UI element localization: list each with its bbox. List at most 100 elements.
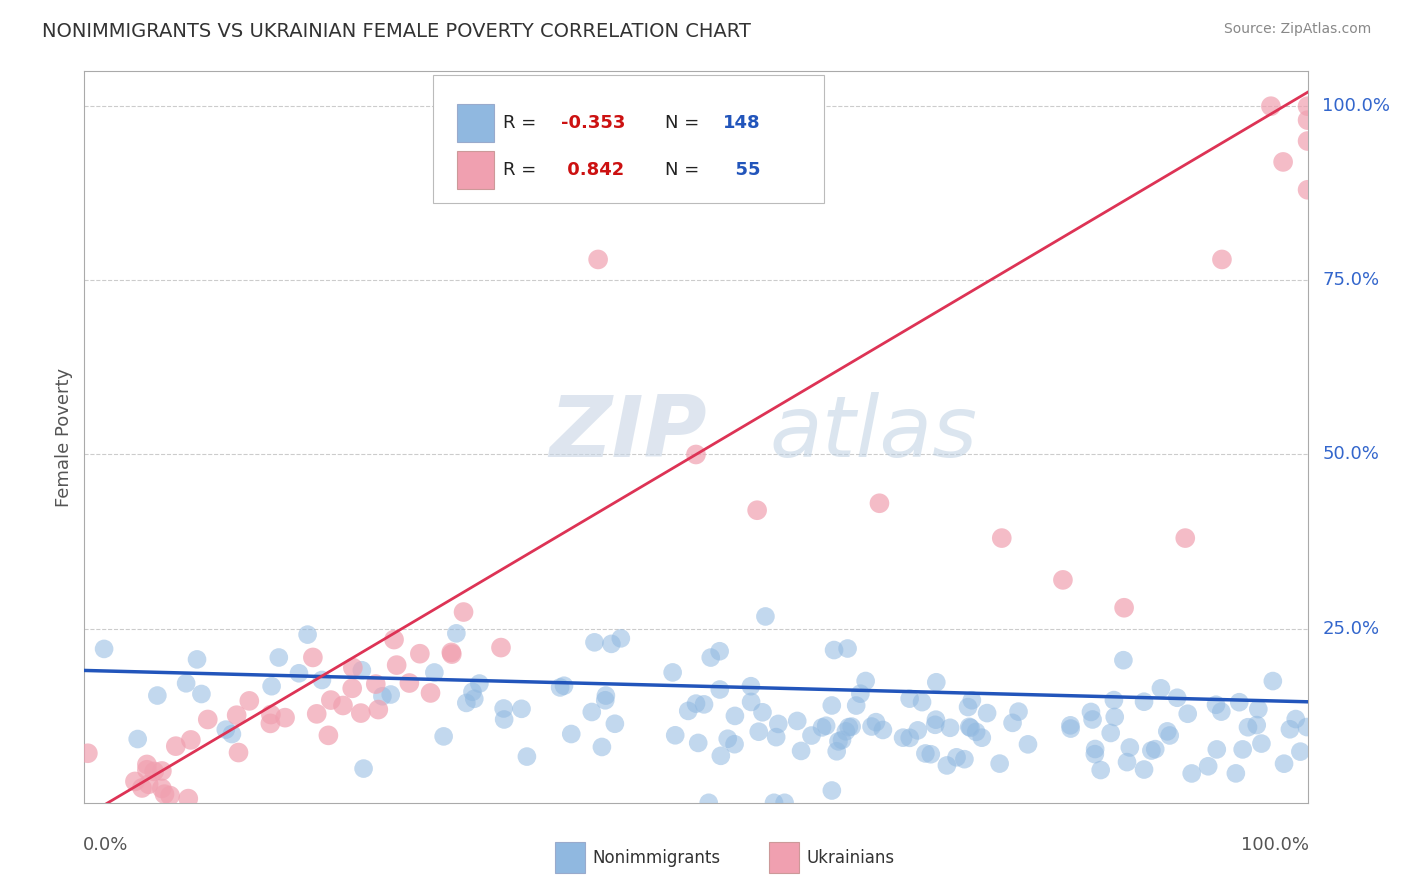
Point (724, 709, 747, 723)
Point (697, 796, 720, 810)
Point (869, 496, 891, 510)
Point (855, 673, 877, 688)
Point (165, 739, 187, 754)
Text: ZIP: ZIP (550, 392, 707, 475)
Point (510, 702, 533, 716)
Point (595, 689, 617, 703)
Point (763, 796, 786, 810)
Point (461, 685, 484, 699)
Text: NONIMMIGRANTS VS UKRAINIAN FEMALE POVERTY CORRELATION CHART: NONIMMIGRANTS VS UKRAINIAN FEMALE POVERT… (42, 22, 751, 41)
Point (1159, 729, 1181, 743)
Point (907, 723, 929, 738)
Point (815, 719, 838, 733)
Point (754, 609, 776, 624)
Point (548, 681, 571, 695)
Point (398, 676, 420, 690)
Bar (769, 842, 799, 873)
Point (560, 727, 582, 741)
Text: R =: R = (503, 161, 541, 179)
Point (765, 730, 787, 744)
Text: R =: R = (503, 113, 541, 131)
Point (1296, 99, 1319, 113)
Text: 148: 148 (723, 113, 761, 131)
Point (350, 663, 373, 677)
Point (838, 720, 860, 734)
Text: Source: ZipAtlas.com: Source: ZipAtlas.com (1223, 22, 1371, 37)
Text: 0.842: 0.842 (561, 161, 624, 179)
Point (1156, 724, 1178, 739)
Point (976, 706, 998, 720)
Point (717, 731, 740, 746)
Point (1225, 766, 1247, 780)
Point (925, 675, 948, 690)
Point (1177, 706, 1199, 721)
Point (790, 744, 813, 758)
Point (159, 789, 181, 803)
Text: Ukrainians: Ukrainians (806, 848, 894, 867)
Bar (555, 842, 585, 873)
Point (891, 731, 914, 745)
Point (661, 665, 683, 680)
Point (238, 694, 260, 708)
Point (1166, 690, 1188, 705)
Point (364, 677, 387, 691)
Point (920, 747, 942, 762)
Point (1197, 759, 1219, 773)
Point (965, 724, 987, 739)
Point (146, 689, 169, 703)
Point (1296, 183, 1319, 197)
Point (446, 626, 468, 640)
Point (225, 708, 247, 723)
Text: 75.0%: 75.0% (1322, 271, 1379, 289)
Point (1140, 743, 1163, 757)
Point (468, 676, 491, 690)
Point (831, 733, 853, 747)
Point (1247, 702, 1270, 716)
Point (215, 723, 238, 737)
Point (685, 697, 707, 711)
Point (516, 749, 538, 764)
Point (1017, 737, 1039, 751)
Point (593, 693, 616, 707)
Point (768, 717, 790, 731)
Point (911, 695, 934, 709)
Point (1272, 155, 1295, 169)
Point (751, 706, 773, 720)
Point (318, 728, 340, 742)
Point (180, 733, 202, 747)
Point (135, 757, 157, 772)
Text: Nonimmigrants: Nonimmigrants (592, 848, 720, 867)
Point (1081, 713, 1104, 727)
Point (1296, 113, 1319, 128)
Point (456, 696, 478, 710)
Point (124, 774, 146, 789)
Point (1232, 742, 1254, 756)
Point (872, 723, 894, 737)
Point (1261, 674, 1284, 689)
Point (150, 781, 173, 796)
Point (267, 650, 290, 665)
Point (1001, 715, 1024, 730)
Point (849, 687, 872, 701)
Point (811, 720, 834, 734)
Point (492, 701, 515, 715)
Point (1102, 693, 1125, 707)
Point (1133, 763, 1156, 777)
Text: N =: N = (665, 113, 706, 131)
Point (228, 746, 250, 760)
Point (385, 658, 408, 673)
Point (800, 729, 823, 743)
Text: 50.0%: 50.0% (1322, 445, 1379, 464)
Point (1272, 756, 1295, 771)
Point (1059, 718, 1081, 732)
Point (1119, 740, 1142, 755)
Point (914, 747, 936, 761)
Point (153, 787, 176, 801)
Point (463, 691, 485, 706)
Point (342, 660, 364, 674)
Point (174, 676, 197, 690)
Point (991, 531, 1014, 545)
Point (860, 719, 883, 733)
Point (1278, 723, 1301, 737)
Point (302, 650, 325, 665)
